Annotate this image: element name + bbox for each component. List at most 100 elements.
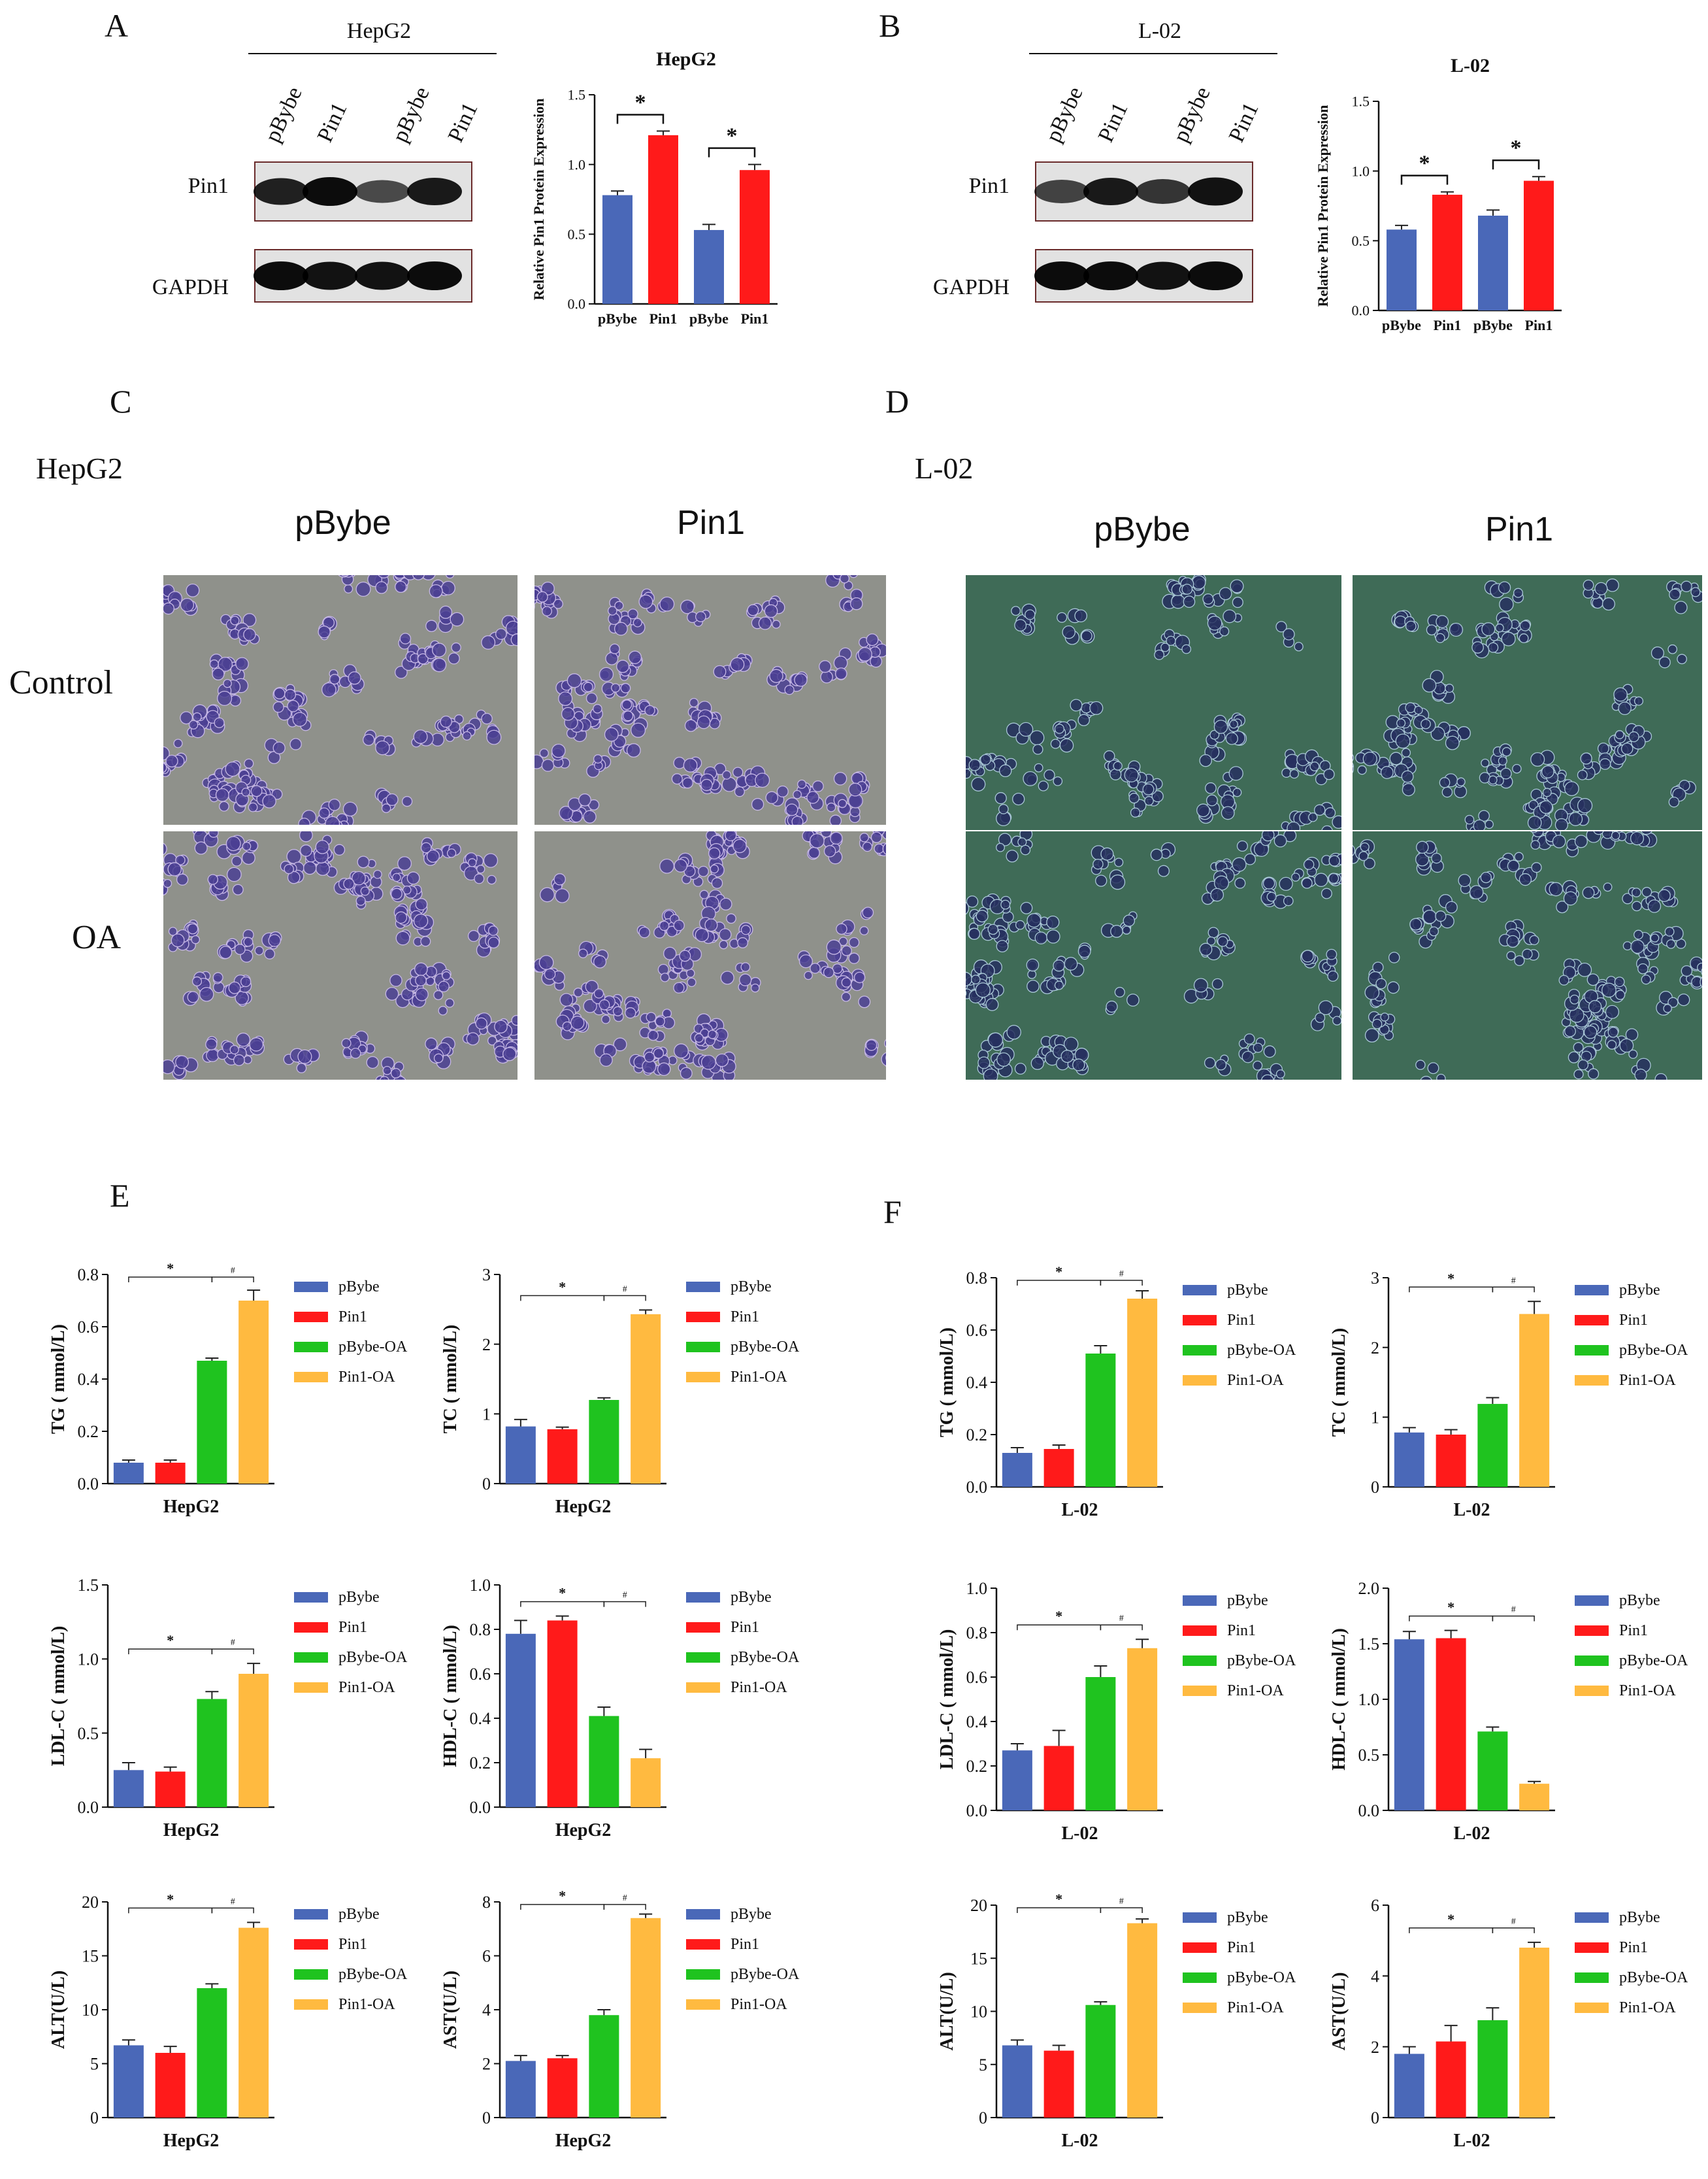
micrograph-cell xyxy=(1531,862,1542,873)
micrograph-cell xyxy=(1154,649,1165,660)
micrograph-cell xyxy=(206,1048,220,1062)
micrograph-cell xyxy=(998,764,1012,778)
micrograph-cell xyxy=(442,971,451,980)
micrograph-cell xyxy=(360,886,370,896)
y-tick-label: 1.0 xyxy=(78,1650,99,1669)
micrograph-cell xyxy=(1219,626,1230,637)
micrograph-cell xyxy=(212,667,225,681)
y-axis-label: TC ( mmol/L) xyxy=(440,1325,461,1433)
significance-mark: # xyxy=(623,1893,627,1903)
micrograph-cell xyxy=(585,980,599,994)
chart-svg: 0.0 0.5 1.0 1.5 LDL-C ( mmol/L) HepG2 * # pBybe P… xyxy=(48,1576,408,1840)
micrograph-cell xyxy=(1262,877,1275,890)
micrograph-cell xyxy=(1077,944,1091,958)
micrograph-cell xyxy=(1430,726,1445,741)
micrograph-cell xyxy=(375,740,390,756)
micrograph-cell xyxy=(573,988,583,997)
legend-swatch xyxy=(686,1909,720,1920)
legend-swatch xyxy=(1575,1345,1609,1356)
micrograph-cell xyxy=(249,1037,264,1052)
micrograph-background xyxy=(966,831,1341,1080)
micrograph-cell xyxy=(968,927,981,940)
legend-label: Pin1-OA xyxy=(1619,1372,1676,1389)
blot-band xyxy=(1136,179,1191,204)
micrograph-cell xyxy=(713,665,727,678)
legend-label: pBybe-OA xyxy=(731,1966,800,1983)
micrograph-cell xyxy=(1275,621,1287,633)
micrograph-cell xyxy=(1011,606,1021,616)
micrograph-cell xyxy=(433,990,444,1001)
micrograph-cell xyxy=(1456,777,1466,787)
micrograph-cell xyxy=(1607,1040,1617,1050)
micrograph-cell xyxy=(987,1032,1004,1048)
micrograph-cell xyxy=(593,955,607,969)
micrograph-cell xyxy=(1700,976,1702,988)
micrograph-cell xyxy=(797,779,807,789)
legend-label: pBybe xyxy=(1619,1909,1660,1926)
micrograph-cell xyxy=(234,944,246,956)
micrograph-cell xyxy=(1664,927,1675,937)
micrograph-cell xyxy=(1236,840,1248,852)
micrograph-cell xyxy=(1181,584,1193,595)
micrograph-cell xyxy=(1401,748,1411,757)
y-tick-label: 0.8 xyxy=(470,1620,491,1639)
legend-swatch xyxy=(1183,1315,1217,1325)
micrograph-cell xyxy=(1106,1001,1118,1013)
bar xyxy=(155,1771,186,1807)
micrograph-cell xyxy=(631,722,646,738)
micrograph-cell xyxy=(1421,718,1431,729)
y-tick-label: 1.5 xyxy=(568,87,586,103)
significance-bracket xyxy=(603,1601,646,1607)
bar xyxy=(238,1674,269,1807)
micrograph-cell xyxy=(1181,644,1192,654)
micrograph-cell xyxy=(833,772,847,786)
micrograph-cell xyxy=(776,785,789,798)
bar xyxy=(1387,229,1417,310)
micrograph-cell xyxy=(1206,936,1216,946)
y-tick-label: 0.0 xyxy=(470,1798,491,1817)
micrograph-cell xyxy=(1658,889,1671,903)
micrograph-cell xyxy=(448,652,460,665)
micrograph-cell xyxy=(1020,844,1031,856)
micrograph-cell xyxy=(1142,783,1155,795)
micrograph-cell xyxy=(287,871,301,884)
micrograph-cell xyxy=(445,998,455,1008)
micrograph-cell xyxy=(1681,965,1693,977)
micrograph-cell xyxy=(1059,738,1074,753)
legend-swatch xyxy=(1575,2003,1609,2013)
micrograph-cell xyxy=(1577,1059,1589,1071)
micrograph-cell xyxy=(985,998,999,1011)
micrograph-cell xyxy=(450,612,465,627)
micrograph-cell xyxy=(1426,624,1437,636)
micrograph-cell xyxy=(415,988,429,1001)
significance-bracket xyxy=(1100,1280,1143,1286)
micrograph-cell xyxy=(570,1016,585,1030)
legend-label: Pin1-OA xyxy=(731,1996,787,2013)
micrograph-cell xyxy=(445,575,455,579)
micrograph-cell xyxy=(1109,874,1126,890)
micrograph-cell xyxy=(966,901,970,915)
significance-bracket xyxy=(1017,1280,1102,1286)
micrograph-cell xyxy=(1542,788,1552,797)
legend-label: Pin1 xyxy=(731,1936,759,1953)
y-axis-label: ALT(U/L) xyxy=(48,1971,69,2049)
y-tick-label: 0.8 xyxy=(78,1265,99,1284)
y-tick-label: 2 xyxy=(1371,2038,1379,2057)
micrograph-cell xyxy=(1577,769,1588,780)
micrograph-cell xyxy=(659,596,675,612)
micrograph-l02-pin1-control xyxy=(1353,575,1702,830)
significance-bracket xyxy=(1400,175,1449,185)
micrograph-cell xyxy=(739,973,752,986)
blot-band xyxy=(1034,261,1089,290)
micrograph-cell xyxy=(399,633,412,644)
micrograph-cell xyxy=(1401,770,1414,783)
micrograph-cell xyxy=(1113,761,1123,771)
micrograph-cell xyxy=(976,910,989,923)
chart-svg: 0.0 0.5 1.0 1.5 Relative Pin1 Protein Expres… xyxy=(531,48,778,327)
micrograph-cell xyxy=(751,798,764,811)
micrograph-cell xyxy=(1554,818,1569,830)
significance-mark: * xyxy=(167,1891,174,1907)
micrograph-cell xyxy=(541,759,555,772)
micrograph-cell xyxy=(241,788,250,797)
micrograph-cell xyxy=(1630,831,1645,846)
